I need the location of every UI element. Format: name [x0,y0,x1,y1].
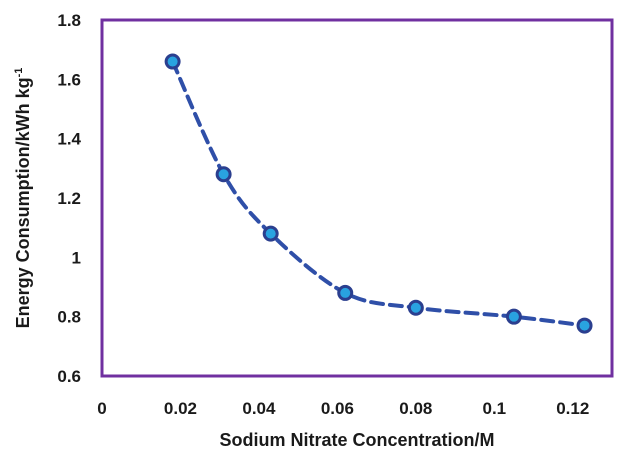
series-markers [164,53,593,334]
data-point [262,225,279,242]
y-axis-title-main: Energy Consumption/kWh kg [13,77,33,328]
data-point [164,53,181,70]
x-tick-label: 0.04 [242,399,276,418]
x-tick-label: 0.1 [482,399,506,418]
plot-frame [100,18,614,378]
data-point [505,308,522,325]
x-tick-label: 0 [97,399,106,418]
y-axis-title-superscript: -1 [13,68,25,78]
y-axis-title: Energy Consumption/kWh kg-1 [13,68,33,329]
x-tick-label: 0.12 [556,399,589,418]
data-point [337,284,354,301]
y-tick-label: 1.6 [57,70,81,89]
y-tick-label: 0.6 [57,367,81,386]
data-point [215,166,232,183]
data-point [407,299,424,316]
x-tick-label: 0.02 [164,399,197,418]
x-axis-title: Sodium Nitrate Concentration/M [219,430,494,450]
y-tick-label: 1.4 [57,130,81,149]
y-tick-labels: 0.6 0.8 1 1.2 1.4 1.6 1.8 [57,11,81,386]
data-point [576,317,593,334]
series-line [170,59,587,328]
y-tick-label: 0.8 [57,308,81,327]
x-tick-labels: 0 0.02 0.04 0.06 0.08 0.1 0.12 [97,399,589,418]
y-tick-label: 1 [72,248,81,267]
y-tick-label: 1.8 [57,11,81,30]
x-tick-label: 0.06 [321,399,354,418]
y-tick-label: 1.2 [57,189,81,208]
x-tick-label: 0.08 [399,399,432,418]
